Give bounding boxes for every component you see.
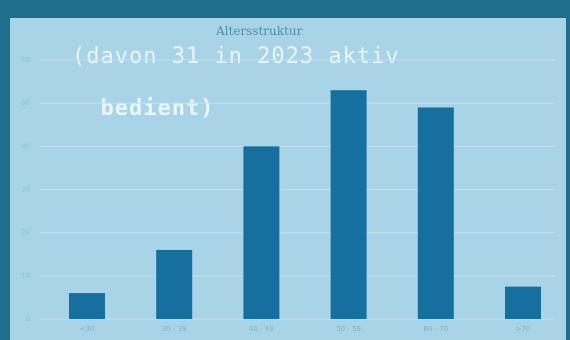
bar-2 [243, 146, 280, 319]
chart-heading: (davon 31 in 2023 aktiv bedient) [72, 0, 400, 122]
y-tick-label: 30 [21, 186, 30, 194]
chart-title: Altersstruktur [216, 24, 303, 38]
y-tick-label: 60 [21, 56, 30, 64]
x-tick-label: >70 [516, 325, 531, 333]
bar-4 [417, 107, 454, 319]
y-tick-label: 20 [21, 229, 30, 237]
bar-0 [69, 293, 105, 319]
x-tick-label: 40 - 49 [249, 325, 274, 333]
y-tick-label: 10 [21, 272, 30, 280]
bar-1 [156, 249, 193, 319]
x-tick-label: 30 - 39 [162, 325, 187, 333]
x-tick-label: 60 - 70 [423, 325, 448, 333]
bar-5 [505, 286, 541, 319]
heading-line-1: (davon 31 in 2023 aktiv [72, 44, 400, 69]
chart-panel [10, 18, 566, 340]
x-tick-label: <30 [80, 325, 95, 333]
bar-3 [330, 90, 367, 319]
y-tick-label: 0 [26, 315, 30, 323]
y-tick-label: 40 [21, 142, 30, 150]
heading-line-2: bedient) [100, 96, 215, 121]
y-tick-label: 50 [21, 99, 30, 107]
x-tick-label: 50 - 59 [336, 325, 361, 333]
